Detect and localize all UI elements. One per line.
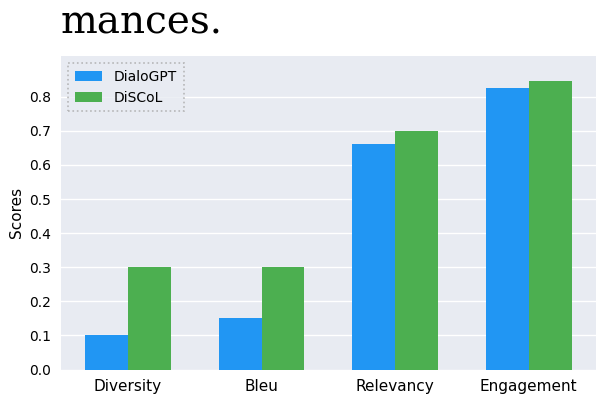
Bar xyxy=(353,144,395,370)
Text: mances.: mances. xyxy=(61,5,223,42)
Bar xyxy=(395,131,438,370)
Legend: DialoGPT, DiSCoL: DialoGPT, DiSCoL xyxy=(67,63,184,111)
Y-axis label: Scores: Scores xyxy=(9,187,24,238)
Bar xyxy=(529,81,572,370)
Bar xyxy=(219,318,261,370)
Bar xyxy=(128,267,171,370)
Bar xyxy=(85,336,128,370)
Bar xyxy=(261,267,304,370)
Bar xyxy=(486,88,529,370)
